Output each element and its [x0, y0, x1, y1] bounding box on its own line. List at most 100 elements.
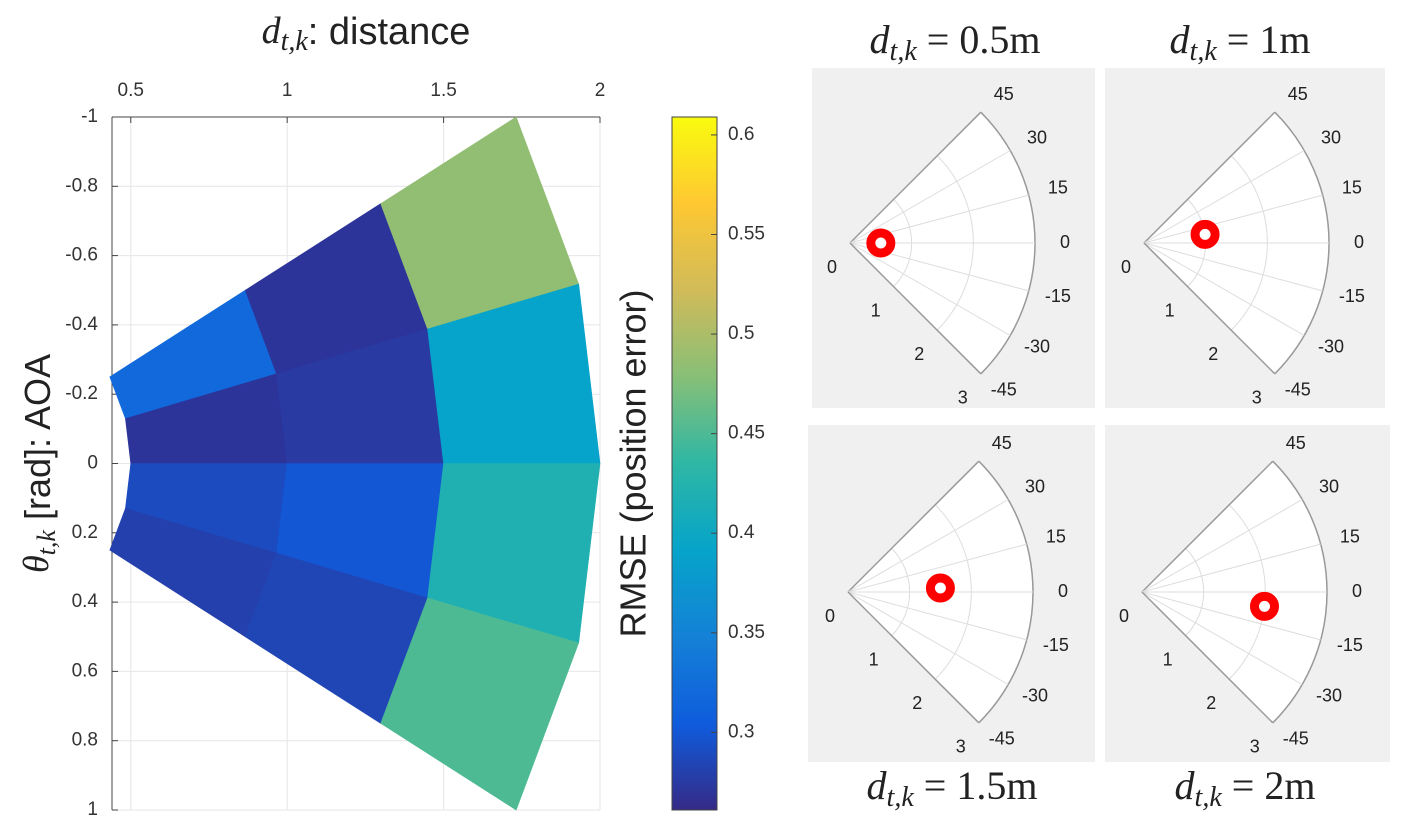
- y-tick-label: -0.4: [65, 314, 98, 335]
- polar-theta-label: -15: [1339, 286, 1365, 306]
- polar-r-label: 3: [956, 737, 966, 757]
- polar-theta-label: 15: [1046, 527, 1066, 547]
- polar-r-label: 0: [825, 606, 835, 626]
- y-tick-label: 0: [87, 453, 98, 474]
- x-tick-label: 0.5: [118, 80, 144, 101]
- polar-r-label: 3: [958, 388, 968, 408]
- label-variable: d: [870, 17, 891, 62]
- marker: [1190, 219, 1220, 249]
- polar-theta-label: 45: [994, 84, 1014, 104]
- label-variable: d: [1170, 17, 1191, 62]
- polar-theta-grid: [847, 499, 1009, 593]
- polar-theta-grid: [849, 150, 1011, 244]
- y-tick-label: 0.8: [72, 730, 98, 751]
- polar-theta-grid: [1143, 194, 1323, 244]
- polar-r-label: 0: [827, 257, 837, 277]
- polar-theta-label: 15: [1340, 527, 1360, 547]
- polar-theta-grid: [849, 242, 1011, 336]
- polar-r-grid: [978, 460, 1034, 724]
- label-subscript: t,k: [1195, 782, 1223, 813]
- label-rest: = 0.5m: [917, 17, 1041, 62]
- polar-theta-label: -15: [1045, 286, 1071, 306]
- label: dt,k = 0.5m: [870, 17, 1041, 67]
- y-tick-label: 1: [87, 799, 98, 820]
- label: dt,k = 1m: [1170, 17, 1311, 67]
- label-rest: : distance: [308, 11, 471, 53]
- polar-theta-label: 15: [1342, 178, 1362, 198]
- polar-theta-label: 15: [1048, 178, 1068, 198]
- label-subscript: t,k: [32, 530, 61, 556]
- label-rest: = 2m: [1222, 763, 1316, 808]
- label-variable: d: [1175, 763, 1196, 808]
- polar-theta-grid: [847, 591, 1027, 641]
- polar-r-label: 2: [1208, 344, 1218, 364]
- colorbar-label: RMSE (position error): [613, 289, 654, 637]
- label-rest: = 1m: [1217, 17, 1311, 62]
- polar-theta-grid: [1141, 591, 1321, 641]
- polar-r-label: 2: [1206, 693, 1216, 713]
- polar-theta-grid: [1143, 111, 1276, 244]
- polar-theta-label: -15: [1043, 635, 1069, 655]
- polar-theta-label: -30: [1318, 336, 1344, 356]
- polar-theta-label: 0: [1058, 581, 1068, 601]
- polar-theta-label: 30: [1319, 476, 1339, 496]
- polar-r-label: 0: [1119, 606, 1129, 626]
- label-subscript: t,k: [281, 26, 309, 57]
- x-tick-label: 1: [282, 80, 293, 101]
- polar-theta-label: 30: [1321, 127, 1341, 147]
- polar-r-label: 3: [1252, 388, 1262, 408]
- polar-r-label: 2: [912, 693, 922, 713]
- colorbar-tick-label: 0.35: [728, 622, 765, 643]
- label-variable: d: [262, 10, 282, 52]
- label-rest: = 1.5m: [914, 763, 1038, 808]
- polar-theta-label: -45: [1285, 380, 1311, 400]
- polar-theta-label: -30: [1022, 685, 1048, 705]
- polar-r-label: 3: [1250, 737, 1260, 757]
- polar-r-label: 2: [914, 344, 924, 364]
- label-variable: d: [867, 763, 888, 808]
- label: θt,k [rad]: AOA: [16, 354, 61, 573]
- polar-r-label: 1: [871, 300, 881, 320]
- polar-theta-label: -30: [1316, 685, 1342, 705]
- y-tick-label: -0.8: [65, 175, 98, 196]
- polar-theta-grid: [1143, 242, 1323, 292]
- marker: [925, 573, 955, 603]
- polar-theta-grid: [847, 591, 1009, 685]
- colorbar-tick-label: 0.45: [728, 423, 765, 444]
- polar-theta-grid: [1141, 591, 1303, 685]
- polar-theta-label: -45: [1283, 729, 1309, 749]
- label: dt,k = 1.5m: [867, 763, 1038, 813]
- colorbar: [671, 116, 718, 811]
- y-tick-label: -1: [81, 106, 98, 127]
- colorbar-tick-label: 0.4: [728, 522, 755, 543]
- y-tick-label: -0.2: [65, 383, 98, 404]
- polar-theta-grid: [1143, 242, 1305, 336]
- y-tick-label: 0.4: [72, 591, 99, 612]
- polar-theta-label: 45: [1288, 84, 1308, 104]
- polar-theta-label: -45: [991, 380, 1017, 400]
- polar-theta-grid: [1141, 591, 1274, 724]
- heatmap-cell: [380, 597, 580, 811]
- polar-theta-grid: [847, 543, 1027, 593]
- polar-r-label: 0: [1121, 257, 1131, 277]
- y-tick-label: -0.6: [65, 245, 98, 266]
- y-tick-label: 0.6: [72, 660, 98, 681]
- polar-theta-label: -45: [989, 729, 1015, 749]
- polar-theta-grid: [1141, 543, 1321, 593]
- polar-r-label: 1: [869, 649, 879, 669]
- polar-theta-label: -30: [1024, 336, 1050, 356]
- polar-theta-grid: [1143, 150, 1305, 244]
- x-tick-label: 2: [595, 80, 606, 101]
- y-tick-label: 0.2: [72, 522, 98, 543]
- x-tick-label: 1.5: [430, 80, 456, 101]
- polar-theta-label: 0: [1060, 232, 1070, 252]
- polar-theta-label: 45: [1286, 433, 1306, 453]
- polar-theta-label: 30: [1025, 476, 1045, 496]
- polar-theta-label: 0: [1354, 232, 1364, 252]
- label-variable: θ: [16, 555, 56, 573]
- polar-theta-grid: [847, 460, 980, 593]
- polar-theta-grid: [1143, 242, 1276, 375]
- colorbar-tick-label: 0.6: [728, 124, 754, 145]
- polar-r-grid: [980, 111, 1036, 375]
